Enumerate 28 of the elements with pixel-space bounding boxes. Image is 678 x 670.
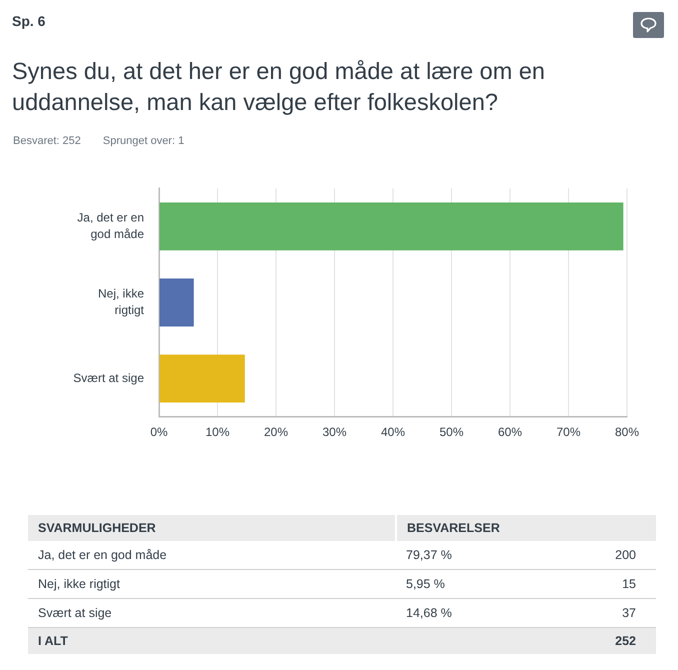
x-tick-label: 70% [556,425,581,440]
text: SVARMULIGHEDER [28,515,396,541]
category-label: Nej, ikke rigtigt [38,577,120,591]
x-tick-label: 20% [264,425,288,440]
text: Sprunget over: 1 [102,135,184,147]
chart-title: Synes du, at det her er en god måde at lære om en uddannelse, man kan vælge efter folkeskolen? [12,57,546,117]
y-tick-label: Svært at sige [73,370,144,385]
x-tick-label: 40% [380,425,406,440]
y-tick-label: Nej, ikke rigtigt [98,286,145,318]
text: 37 [542,598,656,628]
x-tick-label: 10% [205,425,230,440]
text: BESVARELSER [396,515,656,541]
text: 200 [542,541,656,570]
text: 79,37 % [396,541,543,570]
category-label: Svært at sige [38,606,112,620]
text: Sp. 6 [12,13,46,29]
x-tick-label: 60% [498,425,522,440]
text: Besvaret: 252 [13,135,81,147]
text: 15 [542,570,656,598]
y-tick-label: Ja, det er en god måde [77,210,144,242]
x-tick-label: 80% [614,425,640,440]
text: 5,95 % [396,570,543,598]
x-tick-label: 50% [439,425,464,440]
x-tick-label: 0% [150,425,168,440]
text: I ALT [28,628,543,654]
text: 14,68 % [396,598,543,628]
text: 252 [542,628,656,654]
x-tick-label: 30% [322,425,347,440]
